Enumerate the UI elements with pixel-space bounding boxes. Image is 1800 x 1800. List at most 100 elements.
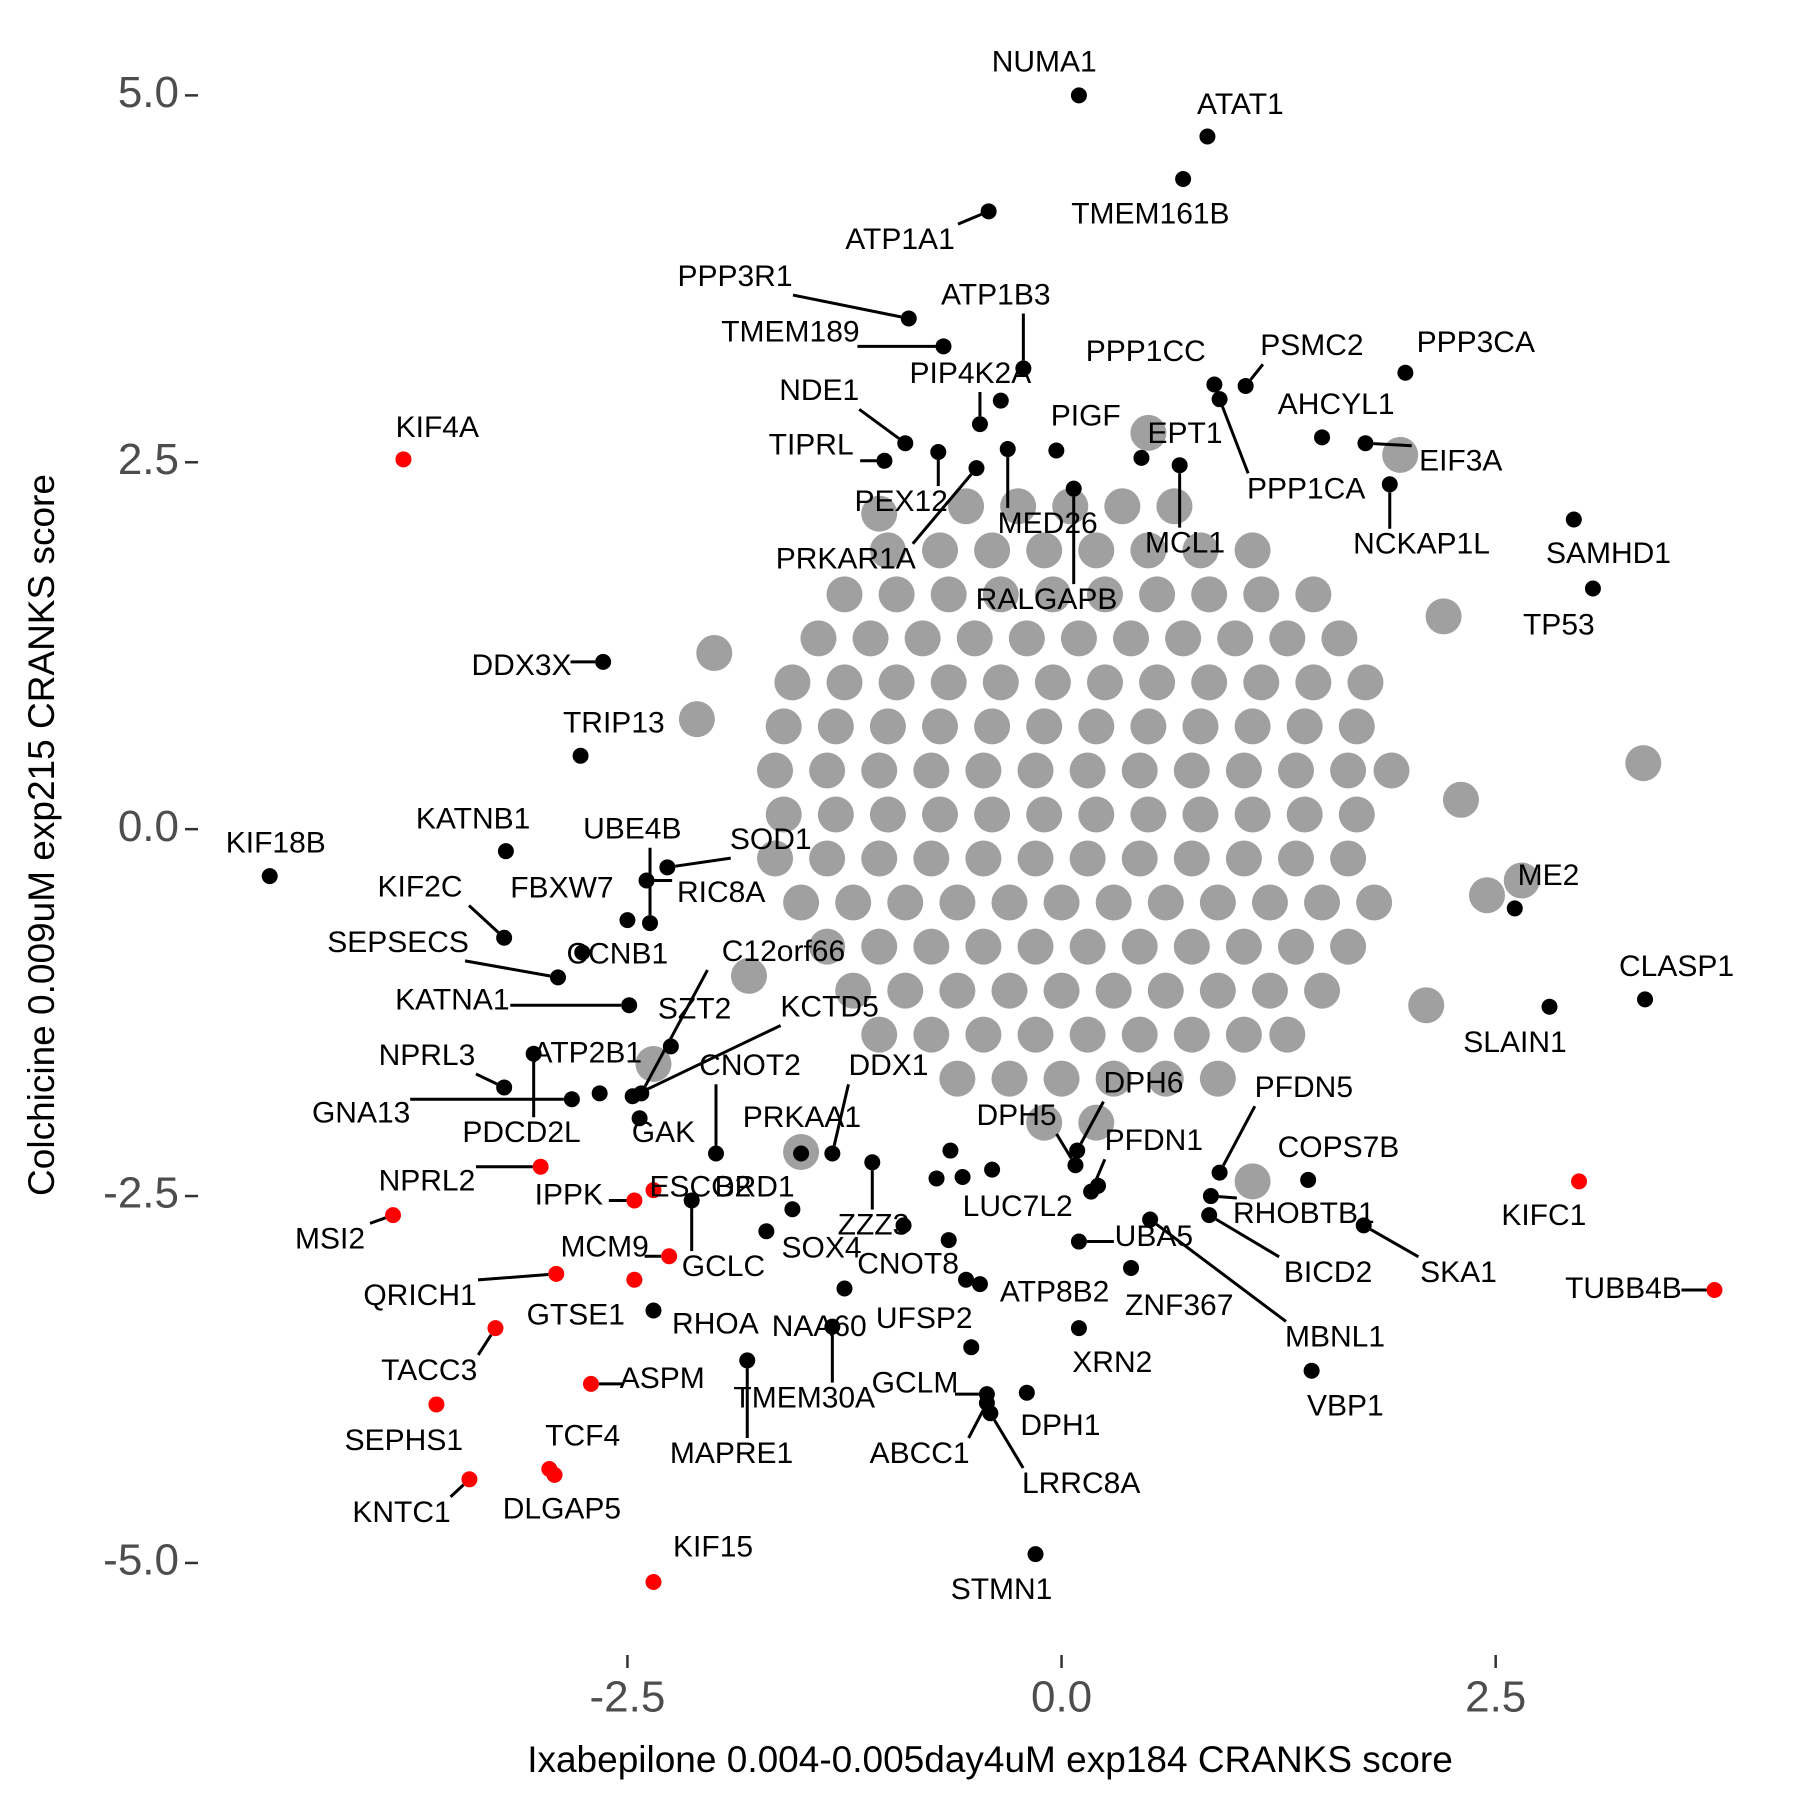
background-point: [774, 664, 811, 701]
background-point: [965, 1016, 1002, 1053]
background-point: [878, 664, 915, 701]
leader-line: [475, 1072, 498, 1086]
background-point: [826, 664, 863, 701]
highlight-point: [942, 1142, 959, 1159]
point-label: TMEM189: [721, 315, 859, 348]
highlight-point: [548, 1265, 565, 1282]
background-point: [1469, 877, 1506, 914]
background-point: [1199, 972, 1236, 1009]
background-point: [1234, 532, 1271, 569]
point-label: ZNF367: [1125, 1289, 1233, 1322]
highlight-point: [1201, 1207, 1218, 1224]
background-point: [1269, 620, 1306, 657]
point-label: ABCC1: [870, 1437, 970, 1470]
background-point: [1330, 840, 1367, 877]
point-label: ATP1B3: [941, 278, 1051, 311]
leader-line: [477, 1272, 549, 1282]
point-label: KIF15: [673, 1530, 753, 1563]
point-label: TRIP13: [563, 707, 665, 740]
point-label: UBE4B: [583, 813, 681, 846]
highlight-point: [1202, 1188, 1219, 1205]
background-point: [1199, 884, 1236, 921]
highlight-point: [1067, 1157, 1084, 1174]
point-label: NDE1: [779, 374, 859, 407]
background-point: [1130, 532, 1167, 569]
point-label: DPH6: [1103, 1067, 1183, 1100]
background-point: [1191, 576, 1228, 613]
background-point: [939, 884, 976, 921]
point-label: FBXW7: [510, 872, 613, 905]
point-label: EIF3A: [1419, 445, 1502, 478]
point-label: PSMC2: [1260, 329, 1363, 362]
highlight-point: [659, 859, 676, 876]
background-point: [1121, 928, 1158, 965]
highlight-point: [928, 1170, 945, 1187]
point-label: DDX1: [848, 1049, 928, 1082]
leader-line: [639, 1024, 782, 1095]
background-point: [965, 752, 1002, 789]
leader-line: [464, 959, 551, 978]
point-label: PPP1CA: [1247, 472, 1365, 505]
background-point: [730, 957, 767, 994]
background-point: [1043, 972, 1080, 1009]
background-point: [826, 576, 863, 613]
background-point: [1182, 796, 1219, 833]
highlight-point: [897, 435, 914, 452]
highlight-point: [1314, 429, 1331, 446]
background-point: [1017, 928, 1054, 965]
highlight-point: [626, 1192, 643, 1209]
background-point: [1199, 1060, 1236, 1097]
background-point: [1321, 620, 1358, 657]
background-point: [765, 708, 802, 745]
point-label: KIF4A: [396, 411, 479, 444]
x-axis-title: Ixabepilone 0.004-0.005day4uM exp184 CRA…: [527, 1739, 1453, 1780]
background-point: [1139, 664, 1176, 701]
point-label: PPP3R1: [677, 260, 792, 293]
background-point: [835, 972, 872, 1009]
y-tick-label: 2.5: [118, 435, 179, 484]
point-label: NPRL3: [379, 1039, 476, 1072]
background-point: [1173, 1016, 1210, 1053]
point-label: TP53: [1523, 608, 1595, 641]
point-label: PIP4K2A: [910, 357, 1032, 390]
background-point: [1086, 664, 1123, 701]
point-label: KIF18B: [226, 827, 326, 860]
background-point: [869, 532, 906, 569]
point-label: XRN2: [1072, 1346, 1152, 1379]
background-point: [1113, 620, 1150, 657]
point-label: DPH5: [977, 1099, 1057, 1132]
background-point: [1095, 1060, 1132, 1097]
highlight-point: [595, 653, 612, 670]
point-label: UFSP2: [876, 1302, 973, 1335]
highlight-point: [1506, 900, 1523, 917]
leader-line: [675, 856, 731, 868]
x-tick-label: -2.5: [590, 1673, 666, 1722]
background-point: [1026, 796, 1063, 833]
highlight-point: [708, 1145, 725, 1162]
background-point: [1017, 840, 1054, 877]
point-label: KIF2C: [377, 870, 462, 903]
highlight-point: [1565, 511, 1582, 528]
highlight-point: [1571, 1173, 1588, 1190]
background-point: [869, 796, 906, 833]
highlight-point: [1303, 1362, 1320, 1379]
point-label: TMEM30A: [733, 1382, 875, 1415]
leader-line: [967, 1409, 985, 1439]
leader-line: [1092, 1158, 1107, 1185]
leader-line: [1369, 1228, 1420, 1259]
point-label: CLASP1: [1619, 950, 1734, 983]
highlight-point: [638, 872, 655, 889]
highlight-point: [971, 416, 988, 433]
highlight-point: [900, 310, 917, 327]
highlight-point: [824, 1145, 841, 1162]
highlight-point: [574, 944, 591, 961]
highlight-point: [1357, 435, 1374, 452]
highlight-point: [1065, 480, 1082, 497]
point-label: ATP1A1: [845, 223, 955, 256]
point-label: GNA13: [312, 1097, 410, 1130]
background-point: [835, 884, 872, 921]
highlight-point: [980, 203, 997, 220]
point-label: LUC7L2: [963, 1190, 1073, 1223]
highlight-point: [1070, 1320, 1087, 1337]
